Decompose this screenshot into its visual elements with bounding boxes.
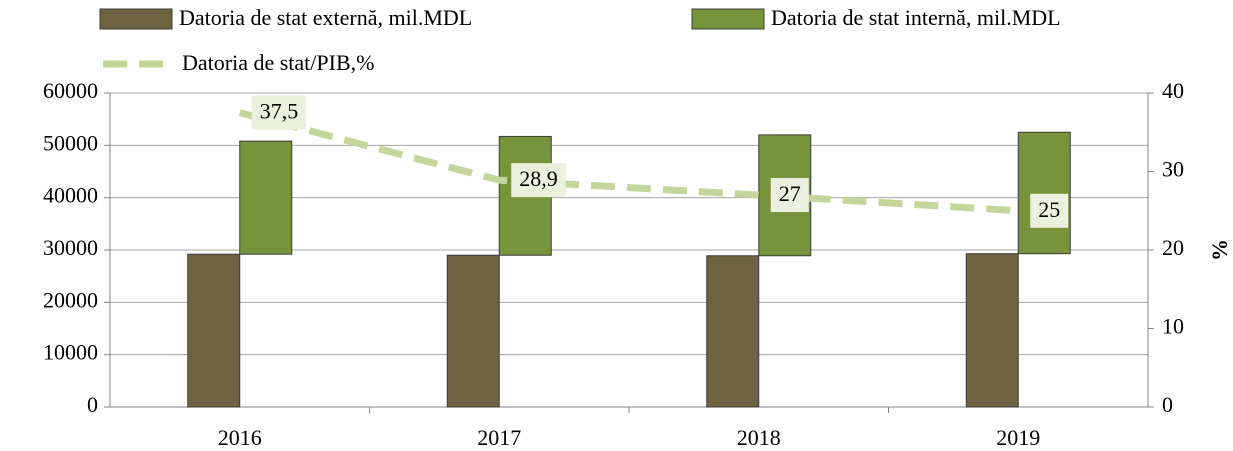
legend-swatch xyxy=(691,8,765,30)
data-label: 37,5 xyxy=(260,99,299,124)
bar xyxy=(1017,131,1071,255)
x-tick-label: 2018 xyxy=(737,425,781,450)
y2-tick-label: 0 xyxy=(1162,392,1173,417)
bar xyxy=(446,254,500,408)
y-tick-label: 0 xyxy=(87,392,98,417)
y-tick-label: 40000 xyxy=(43,183,98,208)
legend-swatch xyxy=(99,8,173,30)
y-tick-label: 10000 xyxy=(43,340,98,365)
data-label-bg xyxy=(511,163,566,198)
data-label-bg xyxy=(251,95,307,130)
x-tick-label: 2017 xyxy=(477,425,521,450)
data-label: 28,9 xyxy=(519,166,558,191)
x-tick-label: 2016 xyxy=(218,425,262,450)
bar xyxy=(187,253,241,408)
y2-tick-label: 30 xyxy=(1162,157,1184,182)
data-label-bg xyxy=(1030,193,1069,228)
line xyxy=(238,109,1019,215)
y2-axis-label: % xyxy=(1207,239,1232,261)
y2-tick-label: 40 xyxy=(1162,78,1184,103)
y-tick-label: 20000 xyxy=(43,287,98,312)
legend-label: Datoria de stat externă, mil.MDL xyxy=(179,5,472,30)
data-label-bg xyxy=(770,178,809,213)
data-label: 27 xyxy=(779,181,801,206)
y2-tick-label: 10 xyxy=(1162,314,1184,339)
x-tick-label: 2019 xyxy=(996,425,1040,450)
y2-tick-label: 20 xyxy=(1162,235,1184,260)
legend-label: Datoria de stat/PIB,% xyxy=(182,50,374,75)
legend-label: Datoria de stat internă, mil.MDL xyxy=(771,5,1061,30)
bar xyxy=(965,253,1019,408)
y-tick-label: 50000 xyxy=(43,130,98,155)
bar xyxy=(239,140,293,255)
bar xyxy=(706,255,760,408)
y-tick-label: 30000 xyxy=(43,235,98,260)
data-label: 25 xyxy=(1038,197,1060,222)
y-tick-label: 60000 xyxy=(43,78,98,103)
